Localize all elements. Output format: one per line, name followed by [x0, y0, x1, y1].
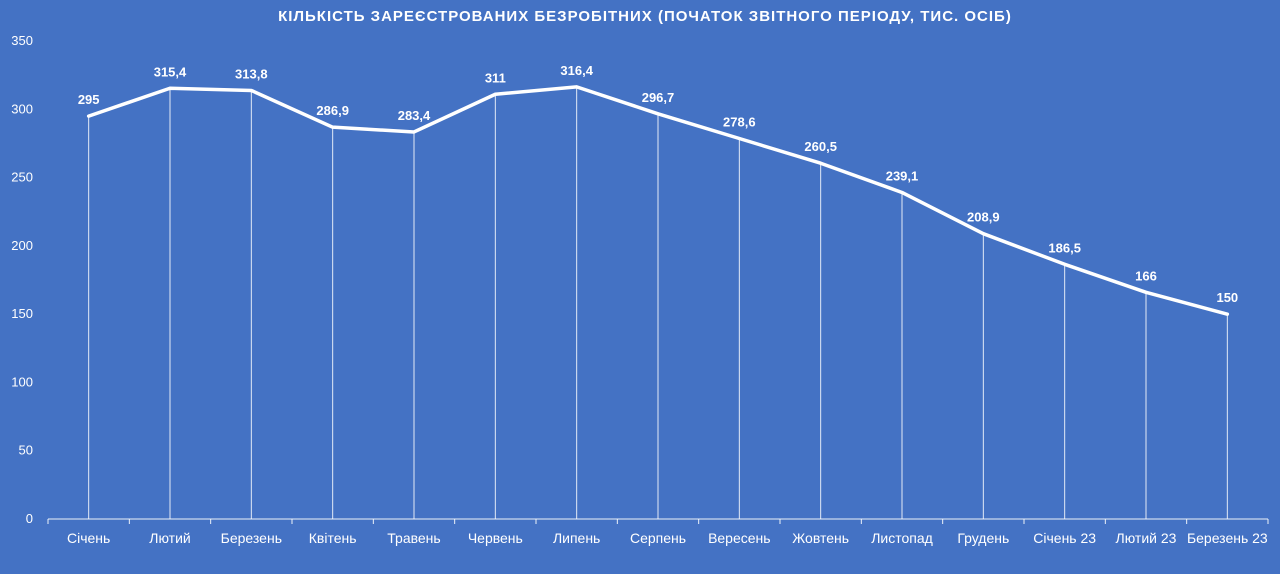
y-tick-label: 100	[11, 374, 33, 389]
data-label: 208,9	[967, 210, 1000, 225]
x-tick-label: Січень 23	[1033, 530, 1096, 546]
data-label: 283,4	[398, 108, 431, 123]
data-point	[656, 112, 660, 116]
y-tick-label: 0	[26, 511, 33, 526]
data-point	[87, 114, 91, 118]
y-tick-label: 300	[11, 101, 33, 116]
y-tick-label: 50	[19, 443, 33, 458]
data-label: 150	[1216, 290, 1238, 305]
x-tick-label: Березень 23	[1187, 530, 1268, 546]
y-tick-label: 200	[11, 238, 33, 253]
data-point	[981, 232, 985, 236]
x-tick-label: Квітень	[309, 530, 357, 546]
data-label: 311	[485, 70, 506, 85]
y-axis-ticks: 0 50 100 150 200 250 300 350	[11, 33, 33, 526]
data-label: 186,5	[1048, 240, 1081, 255]
data-label: 278,6	[723, 115, 756, 130]
x-tick-label: Липень	[553, 530, 600, 546]
data-point	[737, 137, 741, 141]
y-tick-label: 350	[11, 33, 33, 48]
data-label: 296,7	[642, 90, 675, 105]
x-tick-label: Листопад	[871, 530, 933, 546]
data-point	[412, 130, 416, 134]
data-points	[87, 85, 1229, 316]
x-tick-label: Серпень	[630, 530, 686, 546]
data-point	[493, 92, 497, 96]
x-axis-ticks: Січень Лютий Березень Квітень Травень Червень…	[47, 519, 1269, 546]
data-label: 316,4	[560, 63, 593, 78]
data-point	[819, 161, 823, 165]
data-label: 239,1	[886, 168, 919, 183]
x-tick-label: Січень	[67, 530, 110, 546]
x-tick-label: Вересень	[708, 530, 771, 546]
data-label: 295	[78, 92, 100, 107]
data-label: 315,4	[154, 64, 187, 79]
data-label: 286,9	[316, 103, 349, 118]
data-point	[168, 86, 172, 90]
x-tick-label: Грудень	[957, 530, 1009, 546]
data-point	[1225, 312, 1229, 316]
x-tick-label: Жовтень	[792, 530, 849, 546]
data-point	[1063, 262, 1067, 266]
data-labels: 295 315,4 313,8 286,9 283,4 311 316,4 296,7 278,…	[78, 63, 1238, 305]
data-point	[1144, 290, 1148, 294]
data-point	[331, 125, 335, 129]
x-tick-label: Лютий 23	[1116, 530, 1177, 546]
data-point	[900, 190, 904, 194]
data-label: 166	[1135, 268, 1157, 283]
x-tick-label: Травень	[387, 530, 440, 546]
x-tick-label: Березень	[221, 530, 282, 546]
data-point	[249, 88, 253, 92]
chart-title: КІЛЬКІСТЬ ЗАРЕЄСТРОВАНИХ БЕЗРОБІТНИХ (ПО…	[278, 8, 1012, 25]
data-point	[575, 85, 579, 89]
drop-lines	[88, 86, 1228, 519]
x-tick-label: Лютий	[149, 530, 190, 546]
y-tick-label: 150	[11, 306, 33, 321]
data-label: 313,8	[235, 66, 268, 81]
y-tick-label: 250	[11, 170, 33, 185]
x-tick-label: Червень	[468, 530, 523, 546]
data-label: 260,5	[804, 139, 837, 154]
